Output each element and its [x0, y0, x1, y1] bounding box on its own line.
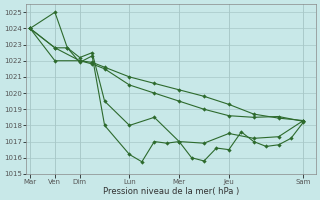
X-axis label: Pression niveau de la mer( hPa ): Pression niveau de la mer( hPa ): [103, 187, 239, 196]
